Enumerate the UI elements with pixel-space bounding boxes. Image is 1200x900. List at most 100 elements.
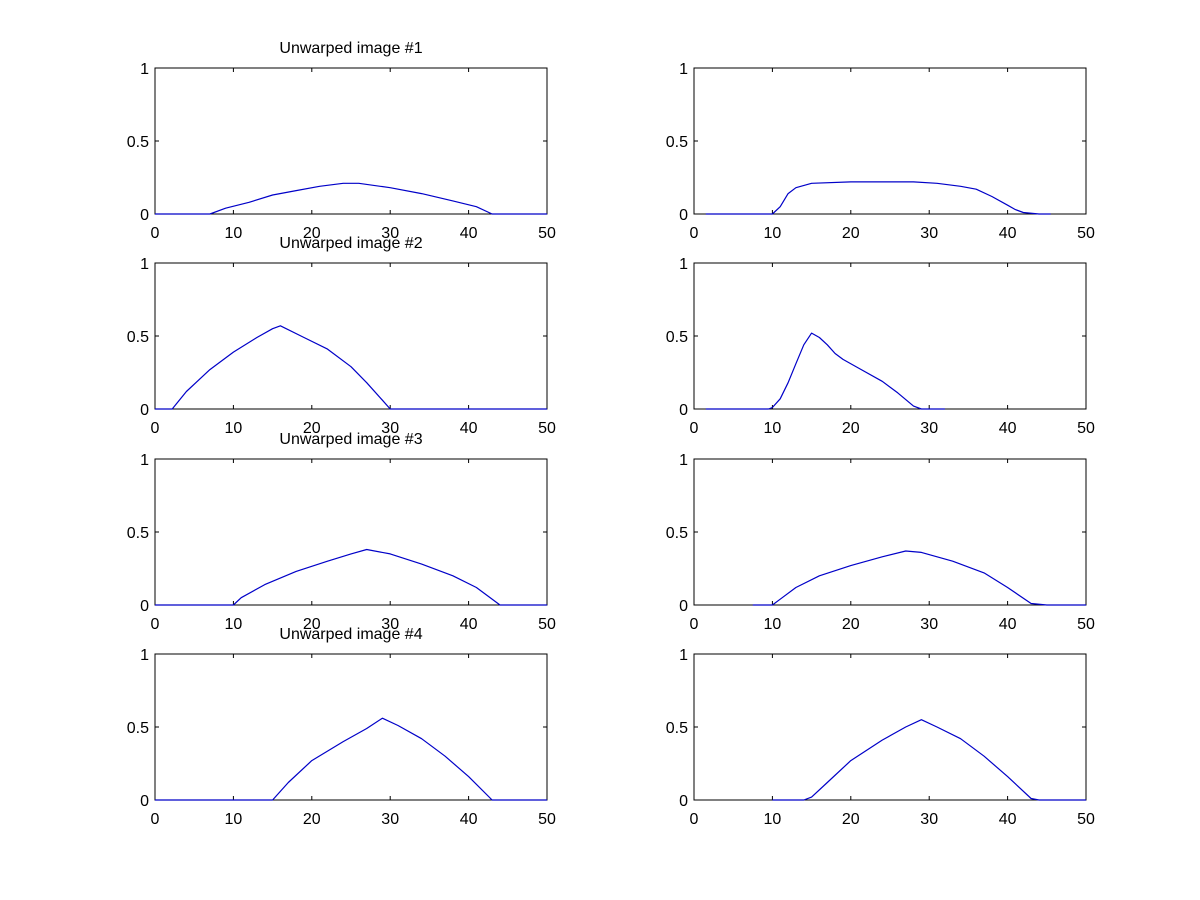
x-tick-label: 40 [460,616,478,633]
subplot-8: 0 10 20 30 40 50 0 0.5 1 [666,647,1095,828]
y-tick-label: 0 [679,207,688,224]
x-tick-label: 40 [460,811,478,828]
x-tick-label: 10 [764,616,782,633]
axes-box [693,458,1087,606]
x-tick-label: 50 [1077,225,1095,242]
x-tick-label: 50 [1077,811,1095,828]
x-tick-label: 10 [225,225,243,242]
y-tick-label: 0 [679,598,688,615]
series-line [705,332,945,410]
series-line [752,550,1086,606]
x-tick-label: 30 [920,616,938,633]
subplot-4: 0 10 20 30 40 50 0 0.5 1 [666,256,1095,437]
series-line [155,182,547,215]
y-tick-label: 1 [140,256,149,273]
x-tick-label: 50 [538,420,556,437]
x-tick-label: 10 [225,616,243,633]
y-tick-label: 1 [679,452,688,469]
axes-box [154,67,548,215]
y-tick-label: 0 [140,793,149,810]
x-tick-label: 0 [690,811,699,828]
x-tick-label: 20 [842,225,860,242]
x-tick-label: 50 [538,225,556,242]
y-tick-label: 0.5 [127,525,149,542]
x-tick-label: 0 [690,616,699,633]
subplot-title: Unwarped image #3 [279,431,422,448]
x-tick-label: 30 [381,811,399,828]
x-tick-label: 20 [303,420,321,437]
y-tick-label: 0 [679,402,688,419]
x-tick-label: 20 [842,811,860,828]
x-tick-label: 0 [690,225,699,242]
series-line [772,719,1086,801]
y-tick-label: 1 [679,647,688,664]
subplot-title: Unwarped image #4 [279,626,422,643]
x-tick-label: 10 [764,225,782,242]
x-tick-label: 50 [1077,420,1095,437]
subplot-3: 0 10 20 30 40 50 0 0.5 1 Unwarped image #2 [127,235,556,437]
series-line [155,325,547,410]
subplot-title: Unwarped image #2 [279,235,422,252]
axes-box [693,67,1087,215]
subplot-1: 0 10 20 30 40 50 0 0.5 1 Unwarped image #1 [127,40,556,242]
x-tick-label: 0 [151,420,160,437]
x-tick-label: 40 [999,811,1017,828]
x-tick-label: 50 [1077,616,1095,633]
x-tick-label: 20 [842,420,860,437]
x-tick-label: 30 [920,420,938,437]
x-tick-label: 30 [381,225,399,242]
axes-box [693,262,1087,410]
x-tick-label: 40 [999,225,1017,242]
y-tick-label: 0 [140,598,149,615]
x-tick-label: 20 [842,616,860,633]
series-line [155,548,547,606]
series-line [155,717,547,801]
y-tick-label: 0.5 [666,525,688,542]
y-tick-label: 0.5 [666,134,688,151]
axes-box [693,653,1087,801]
y-tick-label: 0.5 [127,134,149,151]
x-tick-label: 20 [303,616,321,633]
y-tick-label: 0.5 [666,329,688,346]
subplot-2: 0 10 20 30 40 50 0 0.5 1 [666,61,1095,242]
axes-box [154,262,548,410]
x-tick-label: 40 [460,225,478,242]
subplot-6: 0 10 20 30 40 50 0 0.5 1 [666,452,1095,633]
y-tick-label: 1 [140,61,149,78]
x-tick-label: 0 [690,420,699,437]
axes-box [154,653,548,801]
y-tick-label: 1 [140,452,149,469]
x-tick-label: 40 [999,420,1017,437]
y-tick-label: 0.5 [127,720,149,737]
subplot-5: 0 10 20 30 40 50 0 0.5 1 Unwarped image #3 [127,431,556,633]
y-tick-label: 0.5 [127,329,149,346]
x-tick-label: 10 [764,420,782,437]
x-tick-label: 10 [225,811,243,828]
x-tick-label: 30 [381,616,399,633]
x-tick-label: 40 [999,616,1017,633]
x-tick-label: 30 [920,225,938,242]
axes-box [154,458,548,606]
y-tick-label: 1 [679,61,688,78]
y-tick-label: 0.5 [666,720,688,737]
x-tick-label: 30 [920,811,938,828]
x-tick-label: 10 [225,420,243,437]
x-tick-label: 20 [303,225,321,242]
y-tick-label: 1 [140,647,149,664]
y-tick-label: 1 [679,256,688,273]
x-tick-label: 40 [460,420,478,437]
subplot-7: 0 10 20 30 40 50 0 0.5 1 Unwarped image #4 [127,626,556,828]
y-tick-label: 0 [140,207,149,224]
x-tick-label: 10 [764,811,782,828]
x-tick-label: 30 [381,420,399,437]
subplot-title: Unwarped image #1 [279,40,422,57]
x-tick-label: 0 [151,225,160,242]
x-tick-label: 20 [303,811,321,828]
x-tick-label: 50 [538,616,556,633]
series-line [705,181,1051,215]
y-tick-label: 0 [140,402,149,419]
x-tick-label: 0 [151,811,160,828]
x-tick-label: 0 [151,616,160,633]
